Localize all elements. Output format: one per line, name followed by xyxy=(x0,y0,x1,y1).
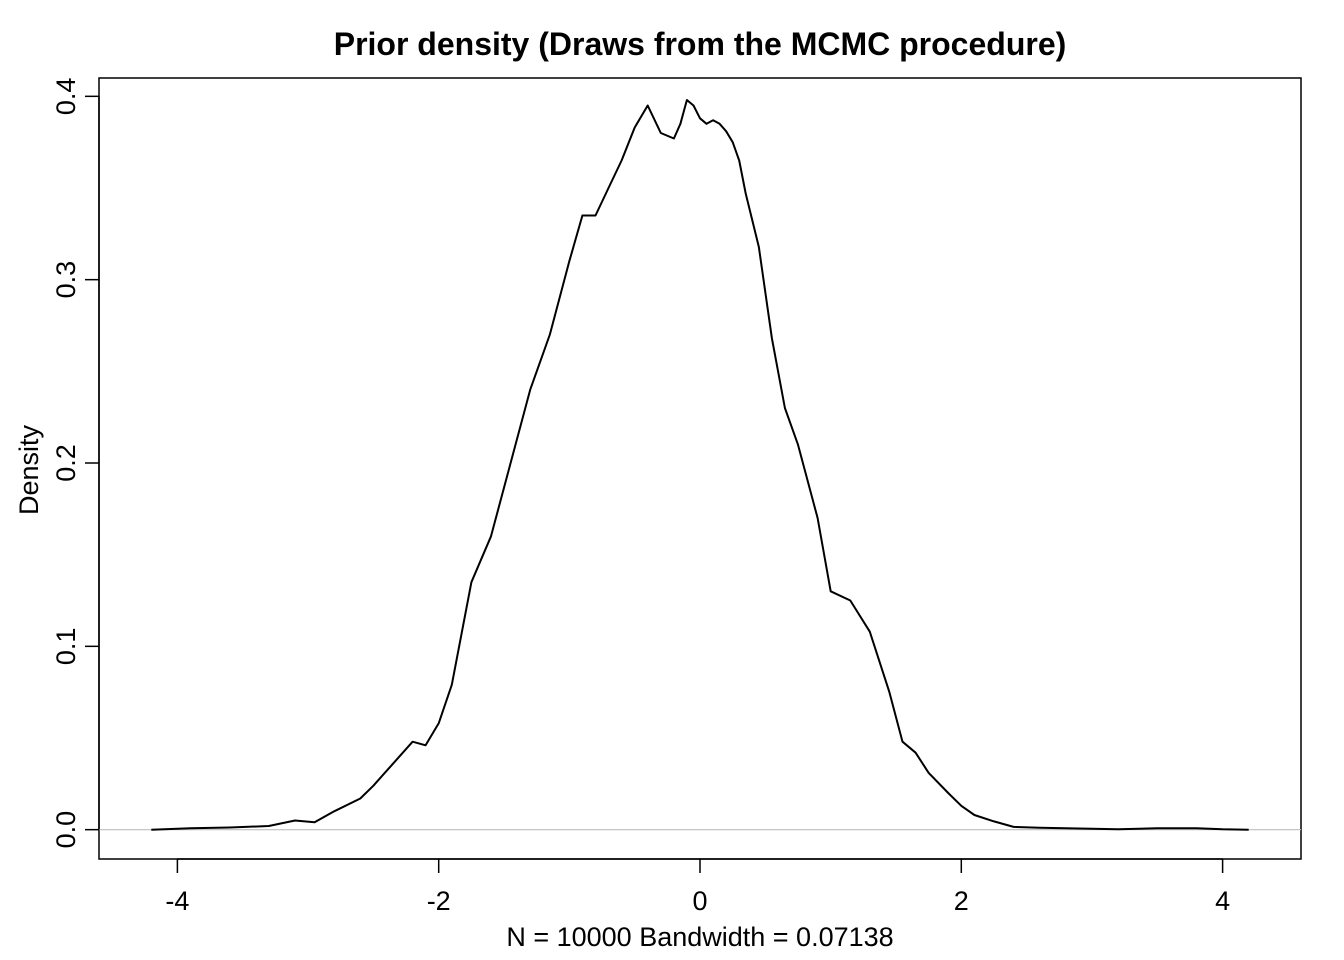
x-tick-label: 4 xyxy=(1215,886,1230,916)
plot-frame xyxy=(98,77,1302,860)
x-tick-label: -2 xyxy=(427,886,451,916)
density-curve xyxy=(151,99,1249,831)
y-tick-label: 0.2 xyxy=(51,444,81,482)
x-tick-label: 0 xyxy=(692,886,707,916)
x-axis: -4 -2 0 2 4 xyxy=(165,858,1230,916)
y-axis: 0.0 0.1 0.2 0.3 0.4 xyxy=(51,78,100,849)
y-tick-label: 0.4 xyxy=(51,78,81,116)
chart-title: Prior density (Draws from the MCMC proce… xyxy=(334,26,1067,62)
y-tick-label: 0.1 xyxy=(51,628,81,666)
x-axis-label: N = 10000 Bandwidth = 0.07138 xyxy=(506,922,893,952)
y-tick-label: 0.0 xyxy=(51,811,81,849)
x-tick-label: -4 xyxy=(165,886,189,916)
x-tick-label: 2 xyxy=(954,886,969,916)
y-axis-label: Density xyxy=(14,424,44,515)
y-tick-label: 0.3 xyxy=(51,261,81,299)
